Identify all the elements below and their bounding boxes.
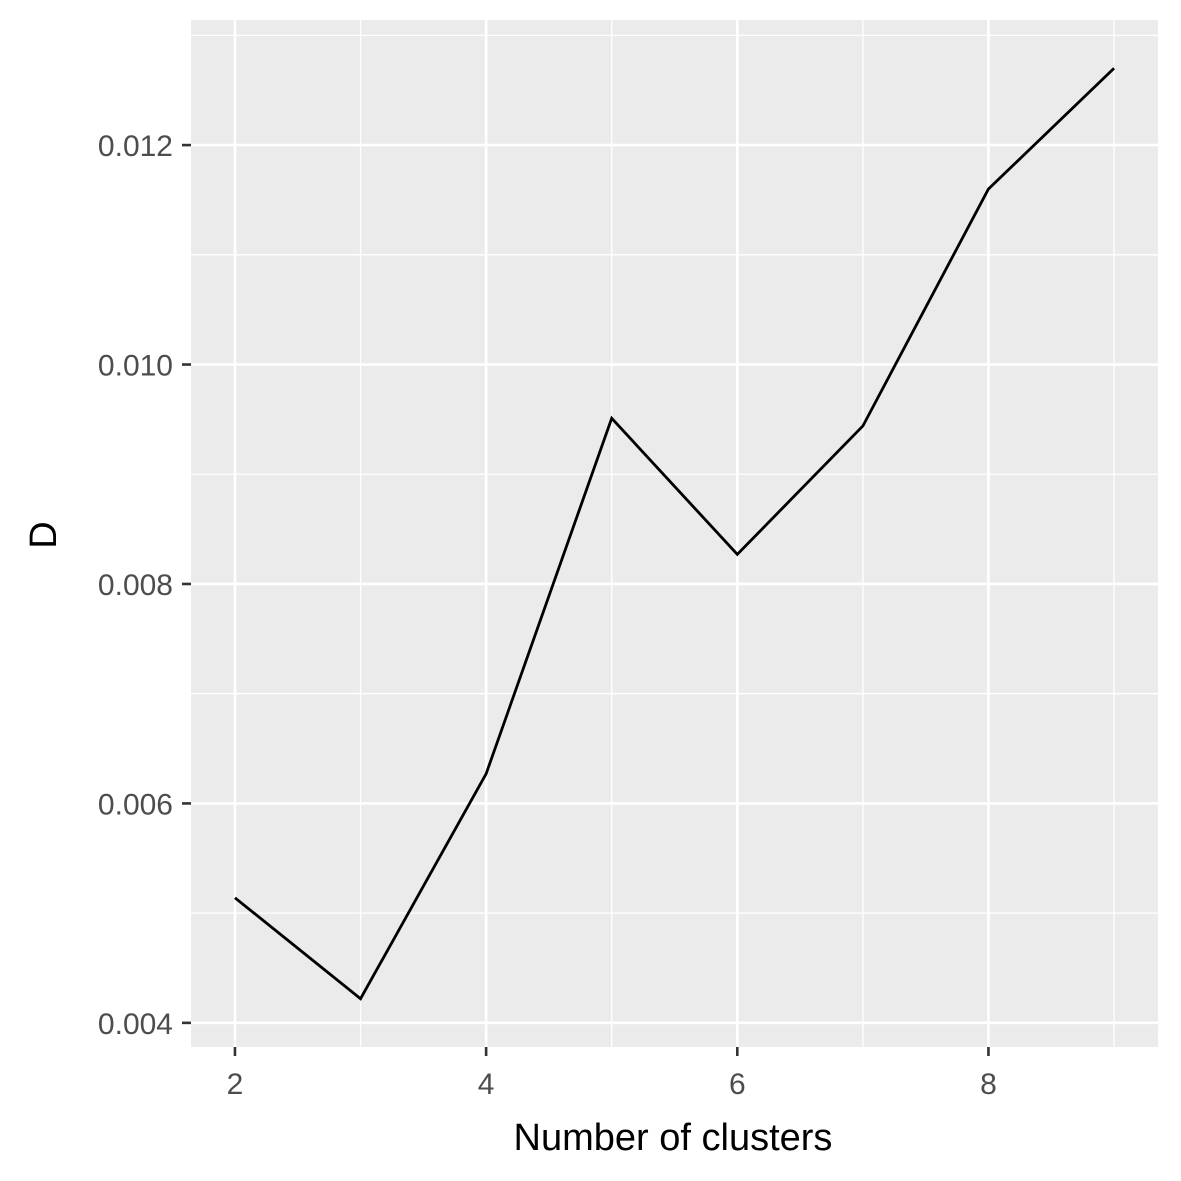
plot-panel xyxy=(191,20,1158,1047)
x-tick-label: 6 xyxy=(729,1068,746,1101)
y-axis: 0.004 0.006 0.008 0.010 0.012 xyxy=(98,130,191,1041)
x-tick-label: 4 xyxy=(478,1068,495,1101)
y-tick-label: 0.006 xyxy=(98,788,173,821)
major-grid-lines xyxy=(191,20,1158,1047)
y-tick-label: 0.012 xyxy=(98,130,173,163)
x-axis-title: Number of clusters xyxy=(514,1117,833,1159)
y-tick-label: 0.008 xyxy=(98,569,173,602)
x-tick-label: 8 xyxy=(980,1068,997,1101)
series-line xyxy=(234,67,1116,1001)
y-tick-label: 0.010 xyxy=(98,350,173,383)
x-tick-label: 2 xyxy=(227,1068,244,1101)
minor-grid-lines xyxy=(191,20,1158,1047)
x-axis: 2 4 6 8 xyxy=(227,1047,997,1101)
y-axis-title: D xyxy=(23,521,65,548)
y-tick-label: 0.004 xyxy=(98,1008,173,1041)
